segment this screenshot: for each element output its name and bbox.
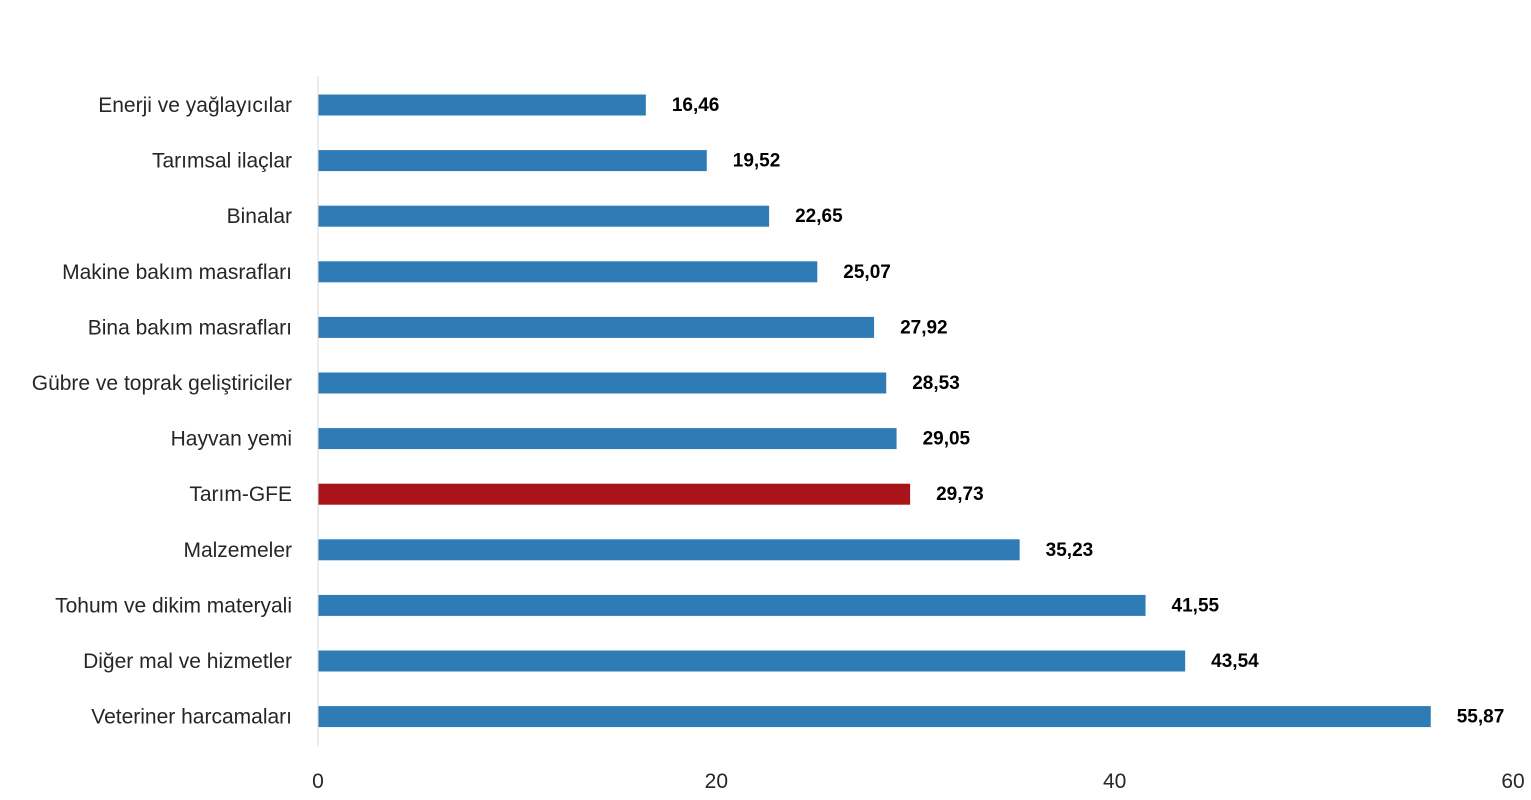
category-label-veteriner-harcamalari: Veteriner harcamaları (91, 706, 292, 729)
category-label-malzemeler: Malzemeler (183, 539, 292, 562)
category-label-binalar: Binalar (227, 205, 292, 228)
category-label-bina-bakim-masraflari: Bina bakım masrafları (88, 316, 292, 339)
bar-enerji-ve-yaglayicilar (318, 94, 646, 116)
x-tick-label: 20 (705, 770, 728, 793)
value-label-gubre-ve-toprak-gelistiriciler: 28,53 (912, 373, 960, 394)
category-label-enerji-ve-yaglayicilar: Enerji ve yağlayıcılar (98, 94, 292, 117)
value-label-veteriner-harcamalari: 55,87 (1457, 707, 1505, 728)
category-label-hayvan-yemi: Hayvan yemi (171, 428, 292, 451)
bar-binalar (318, 205, 770, 227)
bar-makine-bakim-masraflari (318, 261, 818, 283)
bar-tarim-gfe (318, 483, 911, 505)
bar-veteriner-harcamalari (318, 706, 1431, 728)
bar-tohum-ve-dikim-materyali (318, 594, 1146, 616)
bar-gubre-ve-toprak-gelistiriciler (318, 372, 887, 394)
value-label-hayvan-yemi: 29,05 (923, 429, 971, 450)
value-label-tarimsal-ilaclar: 19,52 (733, 151, 781, 172)
bars-layer (318, 94, 1431, 728)
category-label-makine-bakim-masraflari: Makine bakım masrafları (62, 261, 292, 284)
bar-diger-mal-ve-hizmetler (318, 650, 1186, 672)
value-label-makine-bakim-masraflari: 25,07 (843, 262, 891, 283)
bar-bina-bakim-masraflari (318, 316, 875, 338)
value-label-binalar: 22,65 (795, 206, 843, 227)
category-label-tohum-ve-dikim-materyali: Tohum ve dikim materyali (55, 594, 292, 617)
category-label-gubre-ve-toprak-gelistiriciler: Gübre ve toprak geliştiriciler (32, 372, 292, 395)
bar-hayvan-yemi (318, 428, 897, 450)
bar-tarimsal-ilaclar (318, 150, 707, 172)
value-label-malzemeler: 35,23 (1046, 540, 1094, 561)
category-label-diger-mal-ve-hizmetler: Diğer mal ve hizmetler (83, 650, 292, 673)
value-label-enerji-ve-yaglayicilar: 16,46 (672, 95, 720, 116)
category-label-tarimsal-ilaclar: Tarımsal ilaçlar (152, 150, 292, 173)
x-tick-label: 40 (1103, 770, 1126, 793)
value-label-diger-mal-ve-hizmetler: 43,54 (1211, 651, 1259, 672)
x-tick-label: 0 (312, 770, 324, 793)
category-label-tarim-gfe: Tarım-GFE (189, 483, 292, 506)
bar-malzemeler (318, 539, 1020, 561)
value-label-bina-bakim-masraflari: 27,92 (900, 317, 948, 338)
value-label-tarim-gfe: 29,73 (936, 484, 984, 505)
labels-layer: 0 20 40 60 Enerji ve yağlayıcılar 16,46 Tarıms… (32, 94, 1525, 793)
value-label-tohum-ve-dikim-materyali: 41,55 (1172, 595, 1220, 616)
x-tick-label: 60 (1501, 770, 1524, 793)
